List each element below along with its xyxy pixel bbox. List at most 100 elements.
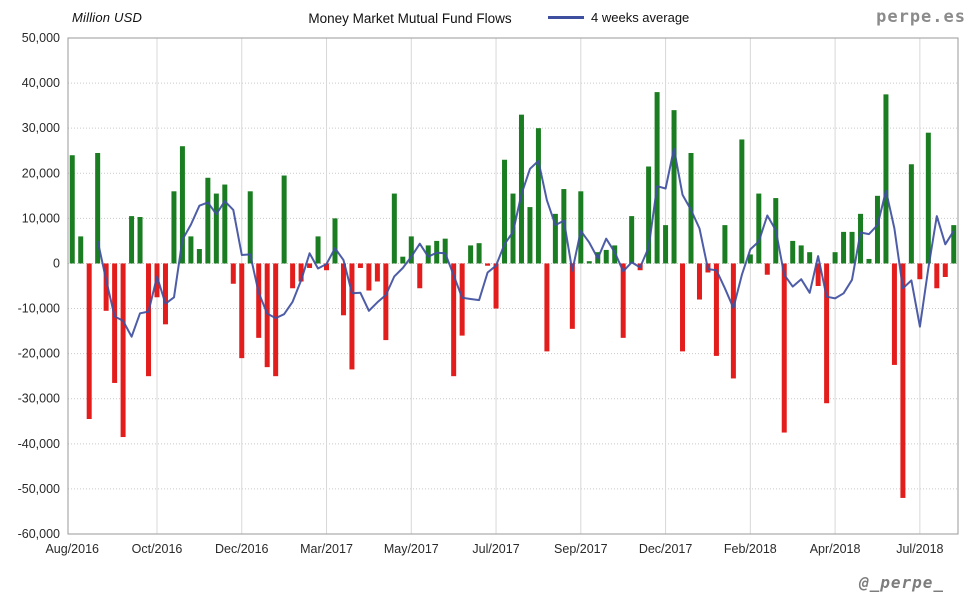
weekly-flow-bar-positive [281, 175, 287, 264]
y-tick-label: -50,000 [18, 482, 60, 496]
weekly-flow-bar-positive [832, 252, 838, 264]
weekly-flow-bar-positive [196, 249, 202, 264]
weekly-flow-bar-positive [798, 245, 804, 264]
weekly-flow-bar-positive [603, 249, 609, 264]
weekly-flow-bar-positive [849, 231, 855, 264]
y-tick-label: 0 [53, 256, 60, 270]
weekly-flow-bar-positive [951, 225, 957, 264]
weekly-flow-bar-positive [747, 254, 753, 264]
weekly-flow-bar-positive [756, 193, 762, 264]
weekly-flow-bar-positive [425, 245, 431, 264]
weekly-flow-bar-negative [146, 263, 152, 377]
weekly-flow-bar-positive [400, 256, 406, 264]
brand-watermark: perpe.es [876, 7, 966, 27]
y-tick-label: -30,000 [18, 392, 60, 406]
y-axis-units-label: Million USD [72, 10, 143, 25]
x-tick-label: Sep/2017 [554, 542, 608, 556]
weekly-flow-bar-negative [459, 263, 465, 336]
weekly-flow-bar-negative [290, 263, 296, 289]
weekly-flow-bar-positive [69, 155, 75, 264]
weekly-flow-bar-positive [807, 252, 813, 264]
weekly-flow-bar-positive [527, 207, 533, 264]
weekly-flow-bar-positive [78, 236, 84, 264]
weekly-flow-bar-positive [95, 152, 101, 264]
plot-border [67, 37, 959, 535]
y-tick-label: 20,000 [22, 166, 60, 180]
weekly-flow-bar-positive [925, 132, 931, 264]
weekly-flow-bar-negative [764, 263, 770, 275]
weekly-flow-bar-negative [86, 263, 92, 420]
chart-title: Money Market Mutual Fund Flows [308, 11, 512, 26]
y-tick-label: 10,000 [22, 211, 60, 225]
x-tick-label: Aug/2016 [45, 542, 99, 556]
weekly-flow-bar-negative [493, 263, 499, 309]
weekly-flow-bar-negative [942, 263, 948, 277]
weekly-flow-bar-positive [722, 225, 728, 264]
weekly-flow-bar-negative [824, 263, 830, 404]
weekly-flow-bar-positive [247, 191, 253, 264]
weekly-flow-bar-positive [663, 225, 669, 264]
y-tick-label: -10,000 [18, 302, 60, 316]
x-tick-label: Mar/2017 [300, 542, 353, 556]
weekly-flow-bar-negative [620, 263, 626, 338]
weekly-flow-bar-negative [340, 263, 346, 316]
weekly-flow-bar-negative [730, 263, 736, 379]
moving-average-line [96, 147, 955, 338]
author-handle: @_perpe_ [858, 573, 944, 592]
weekly-flow-bar-positive [858, 213, 864, 264]
weekly-flow-bar-negative [307, 263, 313, 268]
weekly-flow-bar-positive [790, 240, 796, 264]
weekly-flow-bar-negative [891, 263, 897, 365]
weekly-flow-bar-negative [569, 263, 575, 329]
weekly-flow-bar-negative [417, 263, 423, 289]
y-tick-label: -20,000 [18, 347, 60, 361]
weekly-flow-bar-negative [781, 263, 787, 433]
weekly-flow-bar-negative [713, 263, 719, 356]
weekly-flow-bar-positive [188, 236, 194, 264]
x-tick-label: Dec/2016 [215, 542, 269, 556]
x-tick-label: May/2017 [384, 542, 439, 556]
weekly-flow-bar-positive [129, 216, 135, 264]
weekly-flow-bar-negative [264, 263, 270, 368]
weekly-flow-bar-positive [468, 245, 474, 264]
weekly-flow-bar-negative [934, 263, 940, 289]
weekly-flow-bar-positive [586, 261, 592, 264]
weekly-flow-bar-negative [273, 263, 279, 377]
weekly-flow-bar-positive [391, 193, 397, 264]
weekly-flow-bar-negative [544, 263, 550, 352]
weekly-flow-bar-positive [883, 94, 889, 264]
weekly-flow-bar-positive [535, 128, 541, 264]
weekly-flow-bar-negative [383, 263, 389, 341]
weekly-flow-bar-positive [179, 146, 185, 264]
weekly-flow-bar-negative [680, 263, 686, 352]
x-tick-label: Oct/2016 [132, 542, 183, 556]
weekly-flow-bar-positive [578, 191, 584, 264]
legend-line-swatch [548, 16, 584, 19]
weekly-flow-bar-negative [900, 263, 906, 498]
x-tick-label: Dec/2017 [639, 542, 693, 556]
weekly-flow-bar-negative [324, 263, 330, 271]
weekly-flow-bar-positive [739, 139, 745, 264]
weekly-flow-bar-negative [366, 263, 372, 291]
y-tick-label: -60,000 [18, 527, 60, 541]
y-tick-label: 30,000 [22, 121, 60, 135]
x-tick-label: Jul/2018 [896, 542, 943, 556]
weekly-flow-bar-negative [162, 263, 168, 325]
weekly-flow-bar-positive [841, 231, 847, 264]
weekly-flow-bar-positive [222, 184, 228, 264]
weekly-flow-bar-positive [408, 236, 414, 264]
weekly-flow-bar-negative [112, 263, 118, 383]
weekly-flow-bar-positive [476, 243, 482, 264]
weekly-flow-bar-negative [485, 263, 491, 266]
weekly-flow-bar-negative [230, 263, 236, 284]
x-tick-label: Jul/2017 [472, 542, 519, 556]
weekly-flow-bar-positive [137, 217, 143, 264]
weekly-flow-bar-positive [874, 195, 880, 264]
weekly-flow-bar-positive [171, 191, 177, 264]
y-tick-label: 40,000 [22, 76, 60, 90]
weekly-flow-bar-positive [518, 114, 524, 264]
weekly-flow-bar-negative [349, 263, 355, 370]
weekly-flow-bar-positive [629, 216, 635, 264]
